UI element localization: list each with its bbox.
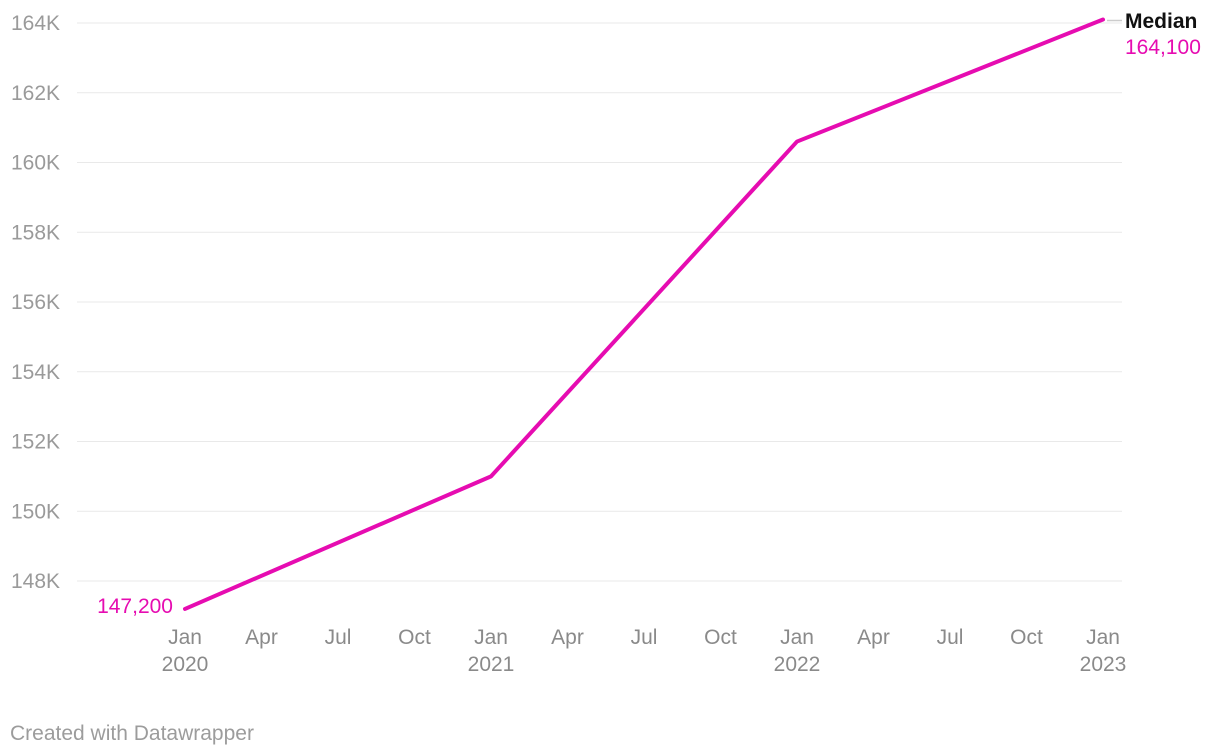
x-tick-month-label: Jul	[937, 626, 964, 649]
x-tick-month-label: Jul	[631, 626, 658, 649]
attribution-link[interactable]: Created with Datawrapper	[10, 722, 254, 745]
median-series-line	[183, 17, 1105, 611]
x-tick-year-label: 2022	[774, 653, 821, 676]
y-tick-label: 164K	[11, 12, 60, 35]
x-tick-month-label: Jan	[474, 626, 508, 649]
y-tick-label: 160K	[11, 152, 60, 175]
x-tick-month-label: Apr	[857, 626, 890, 649]
end-value-label: 164,100	[1125, 35, 1201, 59]
series-name-label: Median	[1125, 9, 1198, 33]
y-tick-label: 158K	[11, 221, 60, 244]
y-tick-label: 154K	[11, 361, 60, 384]
x-tick-month-label: Oct	[1010, 626, 1043, 649]
x-tick-month-label: Apr	[551, 626, 584, 649]
x-tick-month-label: Jul	[325, 626, 352, 649]
x-tick-month-label: Jan	[168, 626, 202, 649]
chart-plot-area: 164K 162K 160K 158K 156K 154K 152K 150K 148K Jan 2…	[11, 12, 1127, 676]
x-tick-month-label: Oct	[398, 626, 431, 649]
x-tick-year-label: 2023	[1080, 653, 1127, 676]
y-tick-label: 150K	[11, 500, 60, 523]
y-tick-label: 152K	[11, 431, 60, 454]
x-tick-month-label: Jan	[1086, 626, 1120, 649]
x-tick-month-label: Apr	[245, 626, 278, 649]
x-tick-year-label: 2021	[468, 653, 515, 676]
y-tick-label: 156K	[11, 291, 60, 314]
x-tick-year-label: 2020	[162, 653, 209, 676]
start-value-label: 147,200	[97, 594, 173, 618]
y-tick-label: 148K	[11, 570, 60, 593]
x-tick-month-label: Oct	[704, 626, 737, 649]
x-tick-month-label: Jan	[780, 626, 814, 649]
y-tick-label: 162K	[11, 82, 60, 105]
